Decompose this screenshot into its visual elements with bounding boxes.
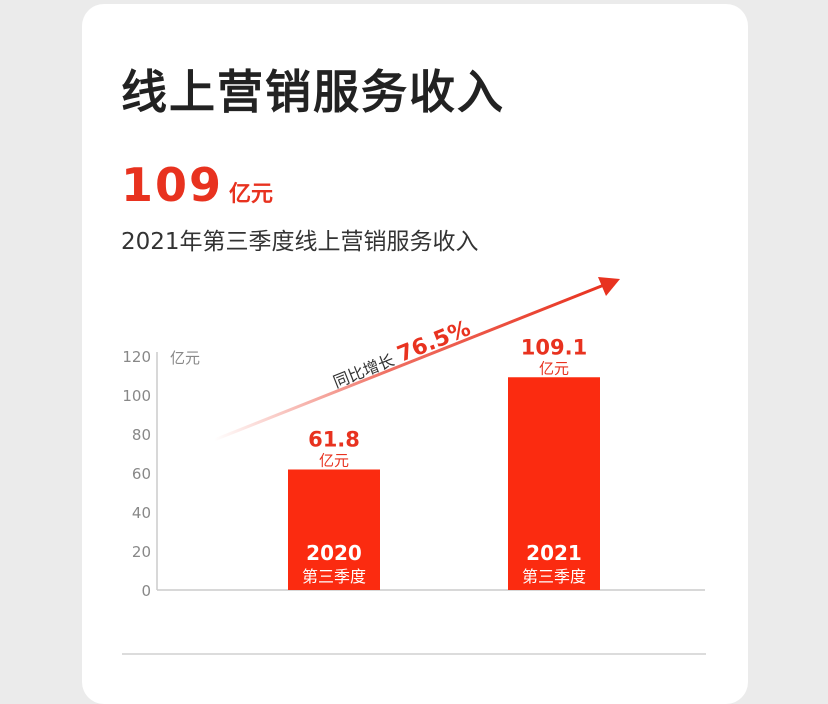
subtitle: 2021年第三季度线上营销服务收入 (121, 229, 479, 255)
growth-arrow-line (213, 283, 605, 442)
growth-value: 76.5% (394, 316, 474, 367)
bar-unit-label: 亿元 (539, 359, 569, 377)
category-label: 2020 (306, 541, 362, 565)
y-tick-label: 120 (122, 348, 151, 366)
headline: 109 亿元 (121, 158, 273, 212)
growth-label-text: 同比增长 (330, 350, 397, 391)
y-tick-label: 0 (141, 582, 151, 600)
y-tick-label: 20 (132, 543, 151, 561)
growth-label: 同比增长76.5% (329, 316, 474, 393)
y-tick-labels: 0 20 40 60 80 100 120 (122, 348, 151, 600)
y-axis-unit-label: 亿元 (170, 349, 200, 367)
y-tick-label: 100 (122, 387, 151, 405)
category-label: 2021 (526, 541, 582, 565)
bar-unit-label: 亿元 (319, 451, 349, 469)
bar-value-label: 109.1 (521, 335, 587, 359)
headline-value: 109 (121, 158, 224, 212)
divider (122, 653, 706, 655)
headline-unit: 亿元 (229, 182, 274, 207)
growth-arrow-head (598, 277, 620, 296)
page-title: 线上营销服务收入 (121, 65, 505, 119)
category-sublabel: 第三季度 (522, 567, 586, 586)
bar-2021 (508, 377, 600, 590)
y-tick-label: 80 (132, 426, 151, 444)
category-sublabel: 第三季度 (302, 567, 366, 586)
card (82, 4, 748, 704)
bar-2020 (288, 469, 380, 590)
y-tick-label: 60 (132, 465, 151, 483)
y-tick-label: 40 (132, 504, 151, 522)
bar-value-label: 61.8 (308, 427, 360, 451)
